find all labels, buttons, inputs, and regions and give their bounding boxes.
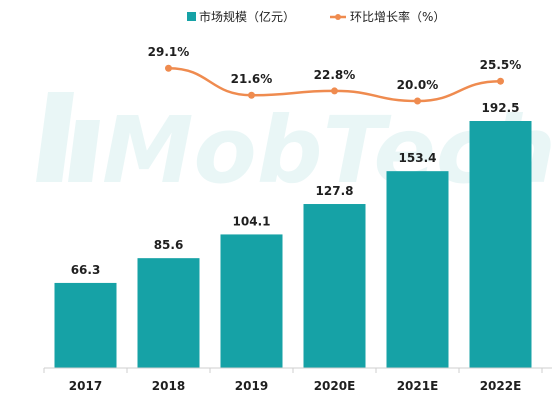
growth-point-2022E [497, 77, 504, 85]
x-tick-label-2017: 2017 [69, 379, 102, 393]
bar-2017 [54, 282, 117, 368]
bar-value-label-2021E: 153.4 [399, 151, 437, 165]
growth-point-2019 [248, 91, 255, 99]
growth-point-2018 [165, 64, 172, 72]
x-tick-labels: 2017 2018 2019 2020E 2021E 2022E [69, 379, 522, 393]
bar-value-label-2020E: 127.8 [316, 184, 354, 198]
watermark-logo-icon [36, 92, 100, 182]
growth-line [165, 64, 504, 105]
bar-labels: 66.3 85.6 104.1 127.8 153.4 192.5 [71, 101, 520, 277]
growth-point-2020E [331, 87, 338, 95]
legend-line-label: 环比增长率（%） [350, 9, 445, 24]
legend-bar-swatch [187, 12, 196, 21]
bar-2021E [386, 171, 449, 368]
legend-line-marker [335, 14, 341, 20]
x-tick-label-2018: 2018 [152, 379, 185, 393]
bar-value-label-2017: 66.3 [71, 263, 101, 277]
legend: 市场规模（亿元） 环比增长率（%） [187, 9, 445, 24]
x-tick-label-2019: 2019 [235, 379, 268, 393]
growth-label-2021E: 20.0% [397, 78, 439, 92]
growth-label-2019: 21.6% [231, 72, 273, 86]
bar-2018 [137, 258, 200, 368]
bars [54, 121, 532, 368]
x-tick-label-2021E: 2021E [397, 379, 439, 393]
growth-point-2021E [414, 97, 421, 105]
x-tick-label-2020E: 2020E [314, 379, 356, 393]
growth-label-2022E: 25.5% [480, 58, 522, 72]
bar-2020E [303, 204, 366, 368]
growth-labels: 29.1% 21.6% 22.8% 20.0% 25.5% [148, 45, 522, 92]
growth-label-2020E: 22.8% [314, 68, 356, 82]
x-tick-label-2022E: 2022E [480, 379, 522, 393]
bar-value-label-2019: 104.1 [233, 214, 271, 228]
bar-2022E [469, 121, 532, 368]
bar-2019 [220, 234, 283, 368]
bar-value-label-2022E: 192.5 [482, 101, 520, 115]
legend-bar-label: 市场规模（亿元） [199, 9, 295, 24]
growth-label-2018: 29.1% [148, 45, 190, 59]
x-ticks [43, 368, 543, 373]
bar-value-label-2018: 85.6 [154, 238, 184, 252]
